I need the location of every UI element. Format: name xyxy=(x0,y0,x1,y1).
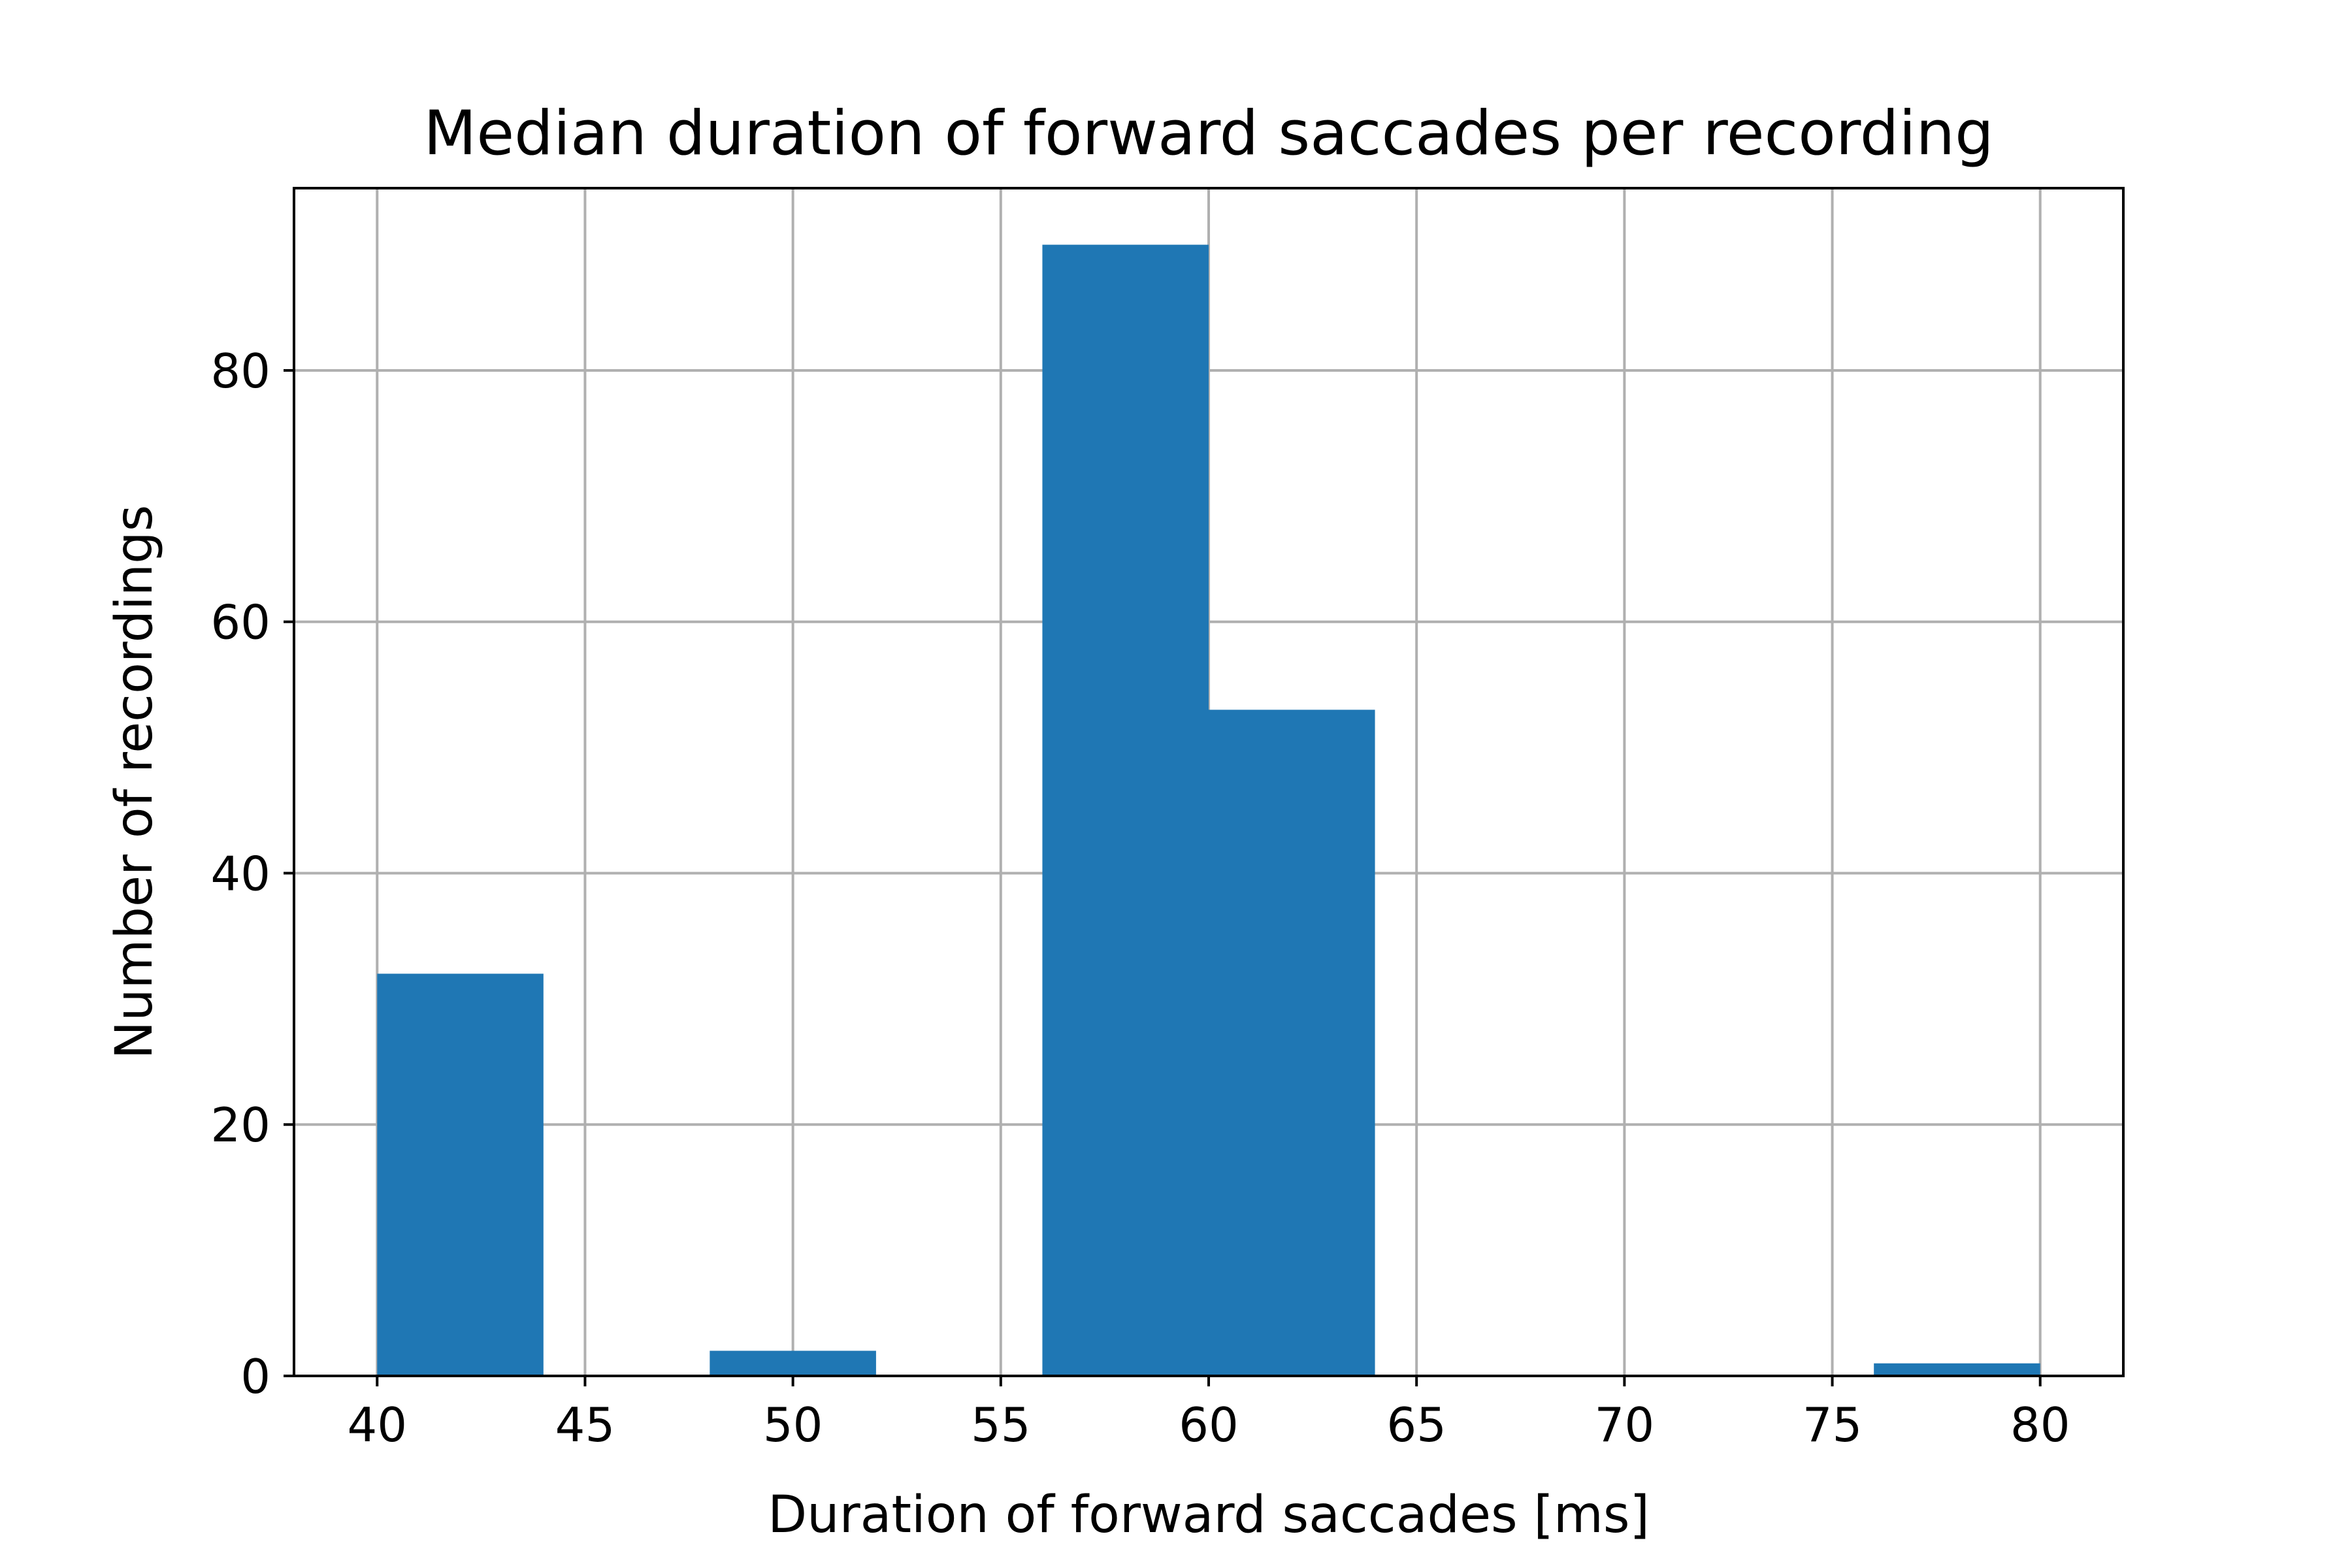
x-axis-ticks: 40 45 50 55 60 65 70 75 80 xyxy=(347,1376,2070,1452)
histogram-bar xyxy=(1042,244,1209,1377)
histogram-bar xyxy=(710,1350,876,1376)
histogram-bar xyxy=(1209,710,1375,1376)
y-tick-label: 80 xyxy=(210,344,270,399)
x-axis-label: Duration of forward saccades [ms] xyxy=(768,1486,1650,1544)
bars xyxy=(377,244,2040,1377)
x-tick-label: 55 xyxy=(971,1397,1031,1452)
y-axis-label: Number of recordings xyxy=(105,505,164,1060)
x-tick-label: 80 xyxy=(2010,1397,2070,1452)
histogram-bar xyxy=(377,973,544,1376)
x-tick-label: 45 xyxy=(555,1397,615,1452)
x-tick-label: 60 xyxy=(1179,1397,1239,1452)
y-axis-ticks: 0 20 40 60 80 xyxy=(210,344,294,1404)
x-tick-label: 75 xyxy=(1803,1397,1863,1452)
x-tick-label: 40 xyxy=(347,1397,407,1452)
y-tick-label: 60 xyxy=(210,595,270,650)
y-tick-label: 40 xyxy=(210,846,270,901)
x-tick-label: 50 xyxy=(763,1397,823,1452)
y-tick-label: 20 xyxy=(210,1098,270,1152)
x-tick-label: 65 xyxy=(1386,1397,1446,1452)
y-tick-label: 0 xyxy=(240,1349,270,1404)
chart-title: Median duration of forward saccades per … xyxy=(423,98,1994,169)
x-tick-label: 70 xyxy=(1595,1397,1655,1452)
histogram-bar xyxy=(1874,1363,2040,1376)
